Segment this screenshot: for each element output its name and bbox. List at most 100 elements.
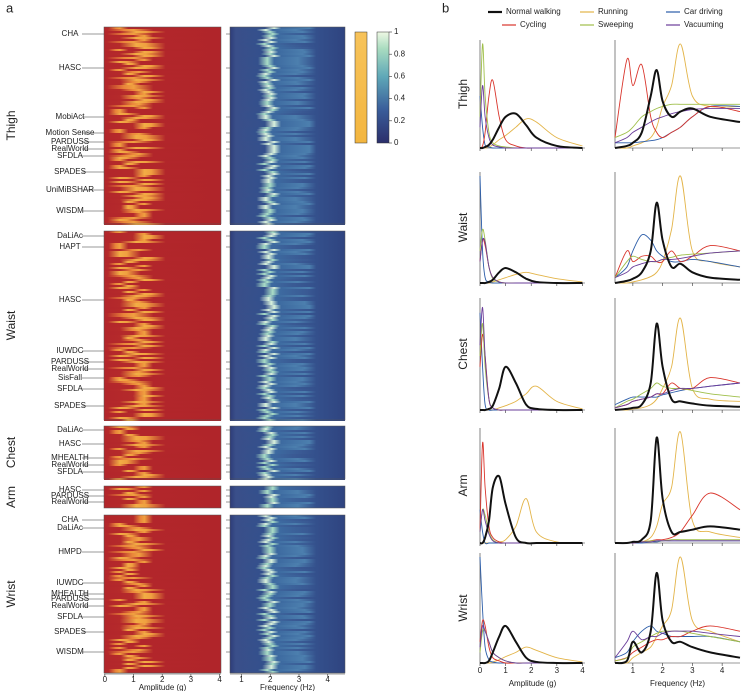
heatmap-texture	[230, 591, 345, 593]
heatmap-texture	[104, 231, 221, 233]
heatmap-texture	[104, 323, 221, 325]
heatmap-texture	[104, 253, 221, 255]
heatmap-texture	[104, 319, 221, 321]
heatmap-texture	[104, 426, 221, 428]
heatmap-texture	[230, 641, 345, 643]
heatmap-texture	[104, 71, 221, 73]
heatmap-texture	[230, 183, 345, 185]
dataset-label: IUWDC	[56, 346, 83, 355]
heatmap-texture	[230, 563, 345, 565]
heatmap-texture	[230, 498, 345, 500]
heatmap-texture	[230, 89, 345, 91]
heatmap-texture	[230, 247, 345, 249]
density-line	[479, 498, 583, 544]
heatmap-texture	[104, 81, 221, 83]
heatmap-texture	[104, 155, 221, 157]
heatmap-texture	[104, 561, 221, 563]
heatmap-texture	[104, 529, 221, 531]
legend-label: Car driving	[684, 7, 723, 16]
heatmap-texture	[230, 163, 345, 165]
heatmap-texture	[230, 436, 345, 438]
heatmap-texture	[104, 259, 221, 261]
heatmap-texture	[230, 565, 345, 567]
position-label: Arm	[456, 475, 470, 497]
heatmap-texture	[230, 395, 345, 397]
heatmap-texture	[104, 657, 221, 659]
heatmap-texture	[230, 243, 345, 245]
heatmap-texture	[230, 667, 345, 669]
dataset-label: SPADES	[54, 167, 86, 176]
heatmap-texture	[230, 373, 345, 375]
heatmap-texture	[230, 385, 345, 387]
heatmap-texture	[104, 555, 221, 557]
heatmap-texture	[230, 377, 345, 379]
heatmap-texture	[104, 203, 221, 205]
heatmap-texture	[104, 281, 221, 283]
heatmap-texture	[230, 205, 345, 207]
heatmap-texture	[104, 263, 221, 265]
heatmap-texture	[230, 500, 345, 502]
heatmap-texture	[104, 498, 221, 500]
position-label: Chest	[456, 338, 470, 370]
heatmap-texture	[230, 99, 345, 101]
heatmap-texture	[104, 133, 221, 135]
heatmap-texture	[230, 71, 345, 73]
density-line	[614, 201, 741, 284]
heatmap-texture	[104, 45, 221, 47]
heatmap-texture	[230, 297, 345, 299]
heatmap-texture	[104, 305, 221, 307]
heatmap-texture	[230, 413, 345, 415]
dataset-label: DaLiAc	[57, 425, 83, 434]
heatmap-texture	[230, 269, 345, 271]
heatmap-texture	[230, 633, 345, 635]
heatmap-texture	[230, 557, 345, 559]
heatmap-texture	[104, 663, 221, 665]
heatmap-texture	[230, 97, 345, 99]
density-line	[614, 234, 741, 278]
colorbar-frequency	[376, 31, 390, 144]
heatmap-texture	[230, 217, 345, 219]
heatmap-texture	[104, 213, 221, 215]
heatmap-texture	[230, 415, 345, 417]
heatmap-texture	[104, 519, 221, 521]
heatmap-texture	[104, 369, 221, 371]
heatmap-texture	[230, 333, 345, 335]
heatmap-texture	[230, 285, 345, 287]
heatmap-texture	[230, 547, 345, 549]
heatmap-texture	[104, 257, 221, 259]
heatmap-texture	[230, 307, 345, 309]
heatmap-texture	[104, 391, 221, 393]
heatmap-texture	[230, 179, 345, 181]
heatmap-texture	[104, 635, 221, 637]
heatmap-texture	[104, 31, 221, 33]
heatmap-texture	[104, 321, 221, 323]
heatmap-texture	[230, 587, 345, 589]
heatmap-texture	[104, 615, 221, 617]
heatmap-texture	[230, 69, 345, 71]
heatmap-texture	[230, 293, 345, 295]
heatmap-texture	[104, 177, 221, 179]
heatmap-texture	[230, 361, 345, 363]
heatmap-texture	[230, 454, 345, 456]
heatmap-texture	[230, 531, 345, 533]
density-line	[479, 95, 583, 149]
density-line	[614, 382, 741, 409]
heatmap-texture	[230, 283, 345, 285]
heatmap-texture	[230, 462, 345, 464]
heatmap-texture	[104, 488, 221, 490]
dataset-label: CHA	[62, 515, 80, 524]
heatmap-texture	[230, 363, 345, 365]
heatmap-texture	[104, 53, 221, 55]
heatmap-texture	[230, 619, 345, 621]
heatmap-texture	[230, 438, 345, 440]
heatmap-texture	[230, 343, 345, 345]
heatmap-texture	[104, 502, 221, 504]
heatmap-texture	[230, 331, 345, 333]
dataset-label: SisFall	[58, 373, 82, 382]
heatmap-texture	[230, 113, 345, 115]
heatmap-texture	[230, 533, 345, 535]
dataset-label: HMPD	[58, 547, 82, 556]
heatmap-texture	[104, 283, 221, 285]
heatmap-texture	[230, 101, 345, 103]
heatmap-texture	[104, 249, 221, 251]
